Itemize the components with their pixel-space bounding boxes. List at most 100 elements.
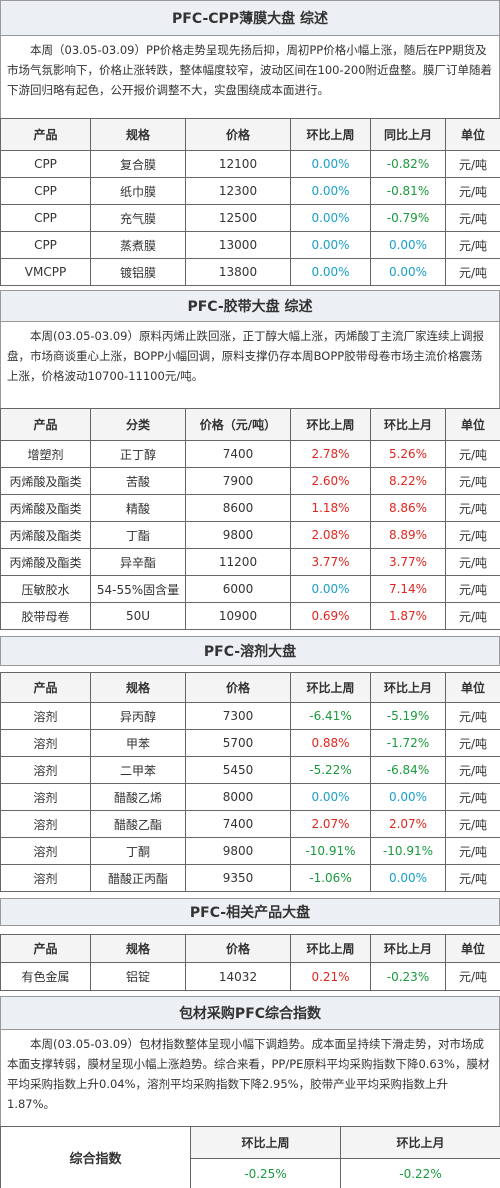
cell: 12100: [185, 150, 291, 178]
header-row: 产品 规格 价格 环比上周 环比上月 单位: [0, 934, 500, 963]
cell: 有色金属: [0, 962, 91, 991]
cell: 醋酸正丙酯: [90, 864, 186, 892]
section-title: PFC-CPP薄膜大盘 综述: [0, 0, 500, 36]
cell: 0.00%: [370, 231, 446, 259]
table-body: 产品 规格 价格 环比上周 环比上月 单位 有色金属 铝锭 14032 0.21% -0.23% 元/…: [0, 934, 500, 991]
cell: 7400: [185, 440, 291, 468]
cell: 3.77%: [370, 548, 446, 576]
header-cell: 环比上周: [290, 408, 371, 441]
cell: 精酸: [90, 494, 186, 522]
cell: 0.00%: [370, 258, 446, 286]
cell: -0.22%: [340, 1158, 500, 1188]
header-row: 综合指数 环比上周 环比上月: [0, 1126, 500, 1188]
cell: 元/吨: [445, 702, 500, 730]
header-cell: 环比上周: [290, 118, 371, 151]
header-row: 产品 规格 价格 环比上周 同比上月 单位: [0, 118, 500, 151]
data-row: 有色金属 铝锭 14032 0.21% -0.23% 元/吨: [0, 962, 500, 991]
cell: -6.41%: [290, 702, 371, 730]
data-table: 产品 规格 价格 环比上周 同比上月 单位 CPP 复合膜 12100 0.00% -0.82% 元/…: [0, 118, 500, 286]
data-row: 压敏胶水 54-55%固含量 6000 0.00% 7.14% 元/吨: [0, 575, 500, 603]
cell: 元/吨: [445, 440, 500, 468]
cell: 0.00%: [290, 258, 371, 286]
cell: 元/吨: [445, 231, 500, 259]
data-table: 产品 规格 价格 环比上周 环比上月 单位 有色金属 铝锭 14032 0.21% -0.23% 元/…: [0, 934, 500, 991]
cell: VMCPP: [0, 258, 91, 286]
header-row: 产品 分类 价格（元/吨） 环比上周 环比上月 单位: [0, 408, 500, 441]
cell: -1.06%: [290, 864, 371, 892]
cell: 7900: [185, 467, 291, 495]
cell: 13800: [185, 258, 291, 286]
header-cell: 单位: [445, 118, 500, 151]
cell: 0.00%: [290, 177, 371, 205]
cell: 元/吨: [445, 548, 500, 576]
cell: 7.14%: [370, 575, 446, 603]
cell: 元/吨: [445, 177, 500, 205]
cell: 12500: [185, 204, 291, 232]
cell: 正丁醇: [90, 440, 186, 468]
cell: 6000: [185, 575, 291, 603]
cell: 丙烯酸及酯类: [0, 467, 91, 495]
cell: 铝锭: [90, 962, 186, 991]
cell: 溶剂: [0, 810, 91, 838]
cell: 溶剂: [0, 783, 91, 811]
data-row: 丙烯酸及酯类 丁酯 9800 2.08% 8.89% 元/吨: [0, 521, 500, 549]
header-cell: 环比上月: [370, 672, 446, 703]
cell: 0.21%: [290, 962, 371, 991]
cell: 11200: [185, 548, 291, 576]
cell: 2.08%: [290, 521, 371, 549]
cell: -10.91%: [290, 837, 371, 865]
cell: 1.87%: [370, 602, 446, 630]
cell: CPP: [0, 231, 91, 259]
header-cell: 环比上周: [290, 672, 371, 703]
data-row: CPP 复合膜 12100 0.00% -0.82% 元/吨: [0, 150, 500, 178]
data-table: 综合指数 环比上周 环比上月 -0.25% -0.22%: [0, 1126, 500, 1188]
header-cell: 产品: [0, 408, 91, 441]
table-body: 综合指数 环比上周 环比上月 -0.25% -0.22%: [0, 1126, 500, 1188]
cell: 元/吨: [445, 962, 500, 991]
cell: 苦酸: [90, 467, 186, 495]
header-cell: 分类: [90, 408, 186, 441]
data-row: 溶剂 二甲苯 5450 -5.22% -6.84% 元/吨: [0, 756, 500, 784]
data-row: 溶剂 异丙醇 7300 -6.41% -5.19% 元/吨: [0, 702, 500, 730]
cell: 溶剂: [0, 756, 91, 784]
spacer: [0, 926, 500, 934]
cell: 8.22%: [370, 467, 446, 495]
header-cell: 产品: [0, 118, 91, 151]
cell: 0.00%: [370, 864, 446, 892]
table-body: 产品 规格 价格 环比上周 环比上月 单位 溶剂 异丙醇 7300 -6.41% -5.19% 元/吨…: [0, 672, 500, 892]
cell: 54-55%固含量: [90, 575, 186, 603]
header-cell: 规格: [90, 934, 186, 963]
cell: 二甲苯: [90, 756, 186, 784]
data-row: 增塑剂 正丁醇 7400 2.78% 5.26% 元/吨: [0, 440, 500, 468]
cell: 8600: [185, 494, 291, 522]
cell: 0.00%: [290, 575, 371, 603]
cell: 元/吨: [445, 864, 500, 892]
data-row: 溶剂 醋酸乙酯 7400 2.07% 2.07% 元/吨: [0, 810, 500, 838]
data-row: 溶剂 醋酸正丙酯 9350 -1.06% 0.00% 元/吨: [0, 864, 500, 892]
table-body: 产品 规格 价格 环比上周 同比上月 单位 CPP 复合膜 12100 0.00% -0.82% 元/…: [0, 118, 500, 286]
section-title: PFC-溶剂大盘: [0, 636, 500, 666]
cell: 醋酸乙烯: [90, 783, 186, 811]
cell: -6.84%: [370, 756, 446, 784]
cell: 元/吨: [445, 783, 500, 811]
header-row: 产品 规格 价格 环比上周 环比上月 单位: [0, 672, 500, 703]
cell: 0.00%: [290, 150, 371, 178]
cell: -0.82%: [370, 150, 446, 178]
cell: 胶带母卷: [0, 602, 91, 630]
cell: 0.88%: [290, 729, 371, 757]
cell: 5.26%: [370, 440, 446, 468]
data-table: 产品 分类 价格（元/吨） 环比上周 环比上月 单位 增塑剂 正丁醇 7400 2.78% 5.26…: [0, 408, 500, 630]
header-cell: 价格: [185, 672, 291, 703]
cell: 丁酮: [90, 837, 186, 865]
cell: 甲苯: [90, 729, 186, 757]
header-cell: 规格: [90, 118, 186, 151]
cell: 丙烯酸及酯类: [0, 494, 91, 522]
cell: 丙烯酸及酯类: [0, 548, 91, 576]
cell: 复合膜: [90, 150, 186, 178]
cell: 元/吨: [445, 258, 500, 286]
cell: -10.91%: [370, 837, 446, 865]
cell: 镀铝膜: [90, 258, 186, 286]
header-cell: 环比上月: [340, 1126, 500, 1159]
cell: 50U: [90, 602, 186, 630]
